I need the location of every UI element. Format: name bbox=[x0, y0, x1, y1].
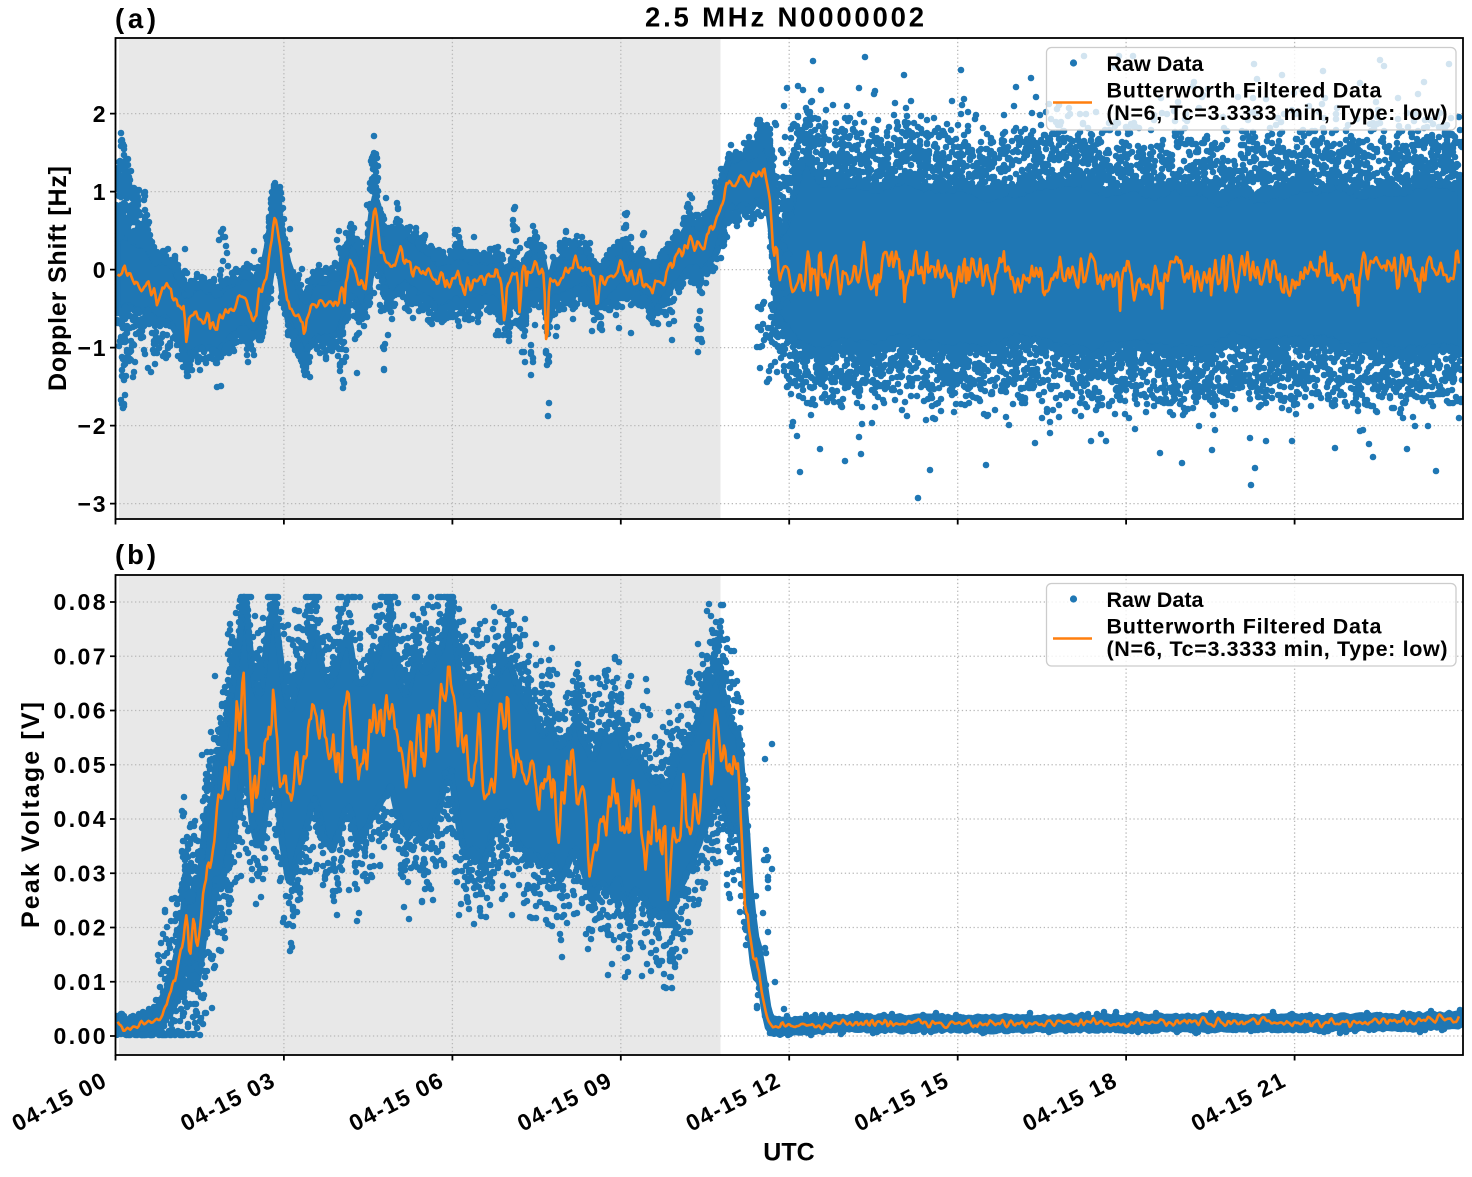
svg-text:0.03: 0.03 bbox=[54, 860, 106, 886]
svg-text:(b): (b) bbox=[115, 539, 156, 570]
svg-text:Butterworth Filtered Data: Butterworth Filtered Data bbox=[1107, 79, 1383, 103]
svg-text:0: 0 bbox=[93, 257, 106, 283]
svg-text:Raw Data: Raw Data bbox=[1107, 52, 1205, 76]
svg-text:2.5 MHz N0000002: 2.5 MHz N0000002 bbox=[645, 2, 924, 33]
svg-text:Peak Voltage [V]: Peak Voltage [V] bbox=[17, 702, 45, 928]
svg-text:2: 2 bbox=[93, 101, 106, 127]
svg-text:0.02: 0.02 bbox=[54, 915, 106, 941]
svg-text:1: 1 bbox=[93, 179, 106, 205]
svg-text:0.08: 0.08 bbox=[54, 589, 106, 615]
svg-text:Raw Data: Raw Data bbox=[1107, 588, 1205, 612]
svg-text:UTC: UTC bbox=[763, 1139, 814, 1167]
svg-text:(a): (a) bbox=[115, 3, 156, 34]
svg-text:0.05: 0.05 bbox=[54, 752, 106, 778]
svg-text:(N=6, Tc=3.3333 min, Type: low: (N=6, Tc=3.3333 min, Type: low) bbox=[1107, 101, 1448, 125]
svg-text:(N=6, Tc=3.3333 min, Type: low: (N=6, Tc=3.3333 min, Type: low) bbox=[1107, 637, 1448, 661]
svg-text:0.07: 0.07 bbox=[54, 643, 106, 669]
svg-text:0.06: 0.06 bbox=[54, 698, 106, 724]
svg-text:0.01: 0.01 bbox=[54, 969, 106, 995]
svg-text:0.04: 0.04 bbox=[54, 806, 106, 832]
svg-text:Doppler Shift [Hz]: Doppler Shift [Hz] bbox=[44, 166, 72, 391]
svg-text:0.00: 0.00 bbox=[54, 1023, 106, 1049]
svg-text:Butterworth Filtered Data: Butterworth Filtered Data bbox=[1107, 615, 1383, 639]
